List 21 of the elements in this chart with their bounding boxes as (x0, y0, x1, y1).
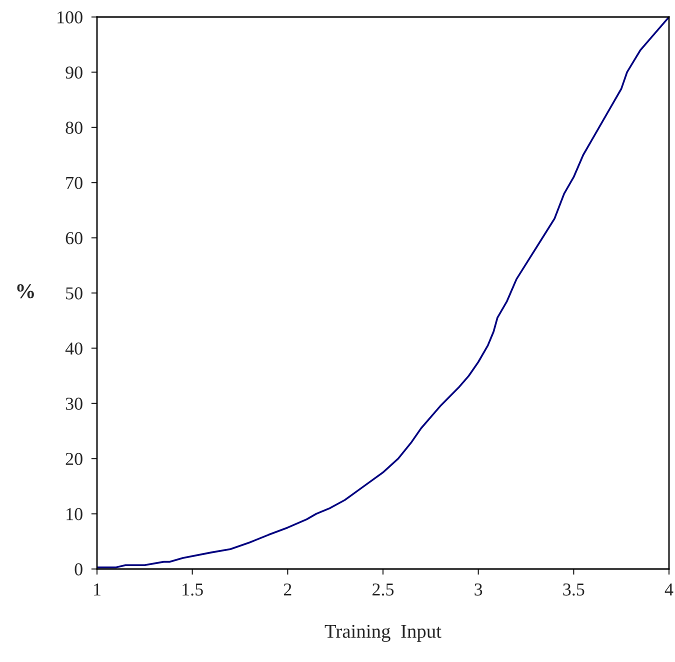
x-tick-label: 3.5 (563, 583, 584, 596)
y-tick-label: 20 (66, 452, 82, 466)
y-tick-label: 80 (66, 122, 82, 134)
line-series (97, 17, 669, 568)
y-tick-label: 70 (66, 176, 82, 190)
y-tick-label: 50 (66, 287, 82, 300)
y-tick-label: 40 (65, 342, 82, 355)
y-tick-label: 10 (66, 508, 82, 520)
x-tick-label: 2 (284, 583, 292, 596)
y-axis-title: % (17, 284, 34, 298)
x-tick-label: 3 (474, 583, 482, 596)
x-tick-label: 1.5 (182, 584, 203, 596)
x-tick-label: 1 (94, 584, 100, 596)
y-tick-label: 30 (66, 398, 82, 410)
x-axis-title: Training Input (324, 624, 442, 642)
y-tick-label: 90 (66, 66, 82, 79)
y-tick-label: 60 (66, 232, 82, 244)
y-tick-label: 0 (74, 563, 82, 576)
x-tick-label: 4 (664, 584, 674, 596)
x-tick-label: 2.5 (372, 583, 394, 596)
y-tick-label: 100 (58, 11, 82, 24)
